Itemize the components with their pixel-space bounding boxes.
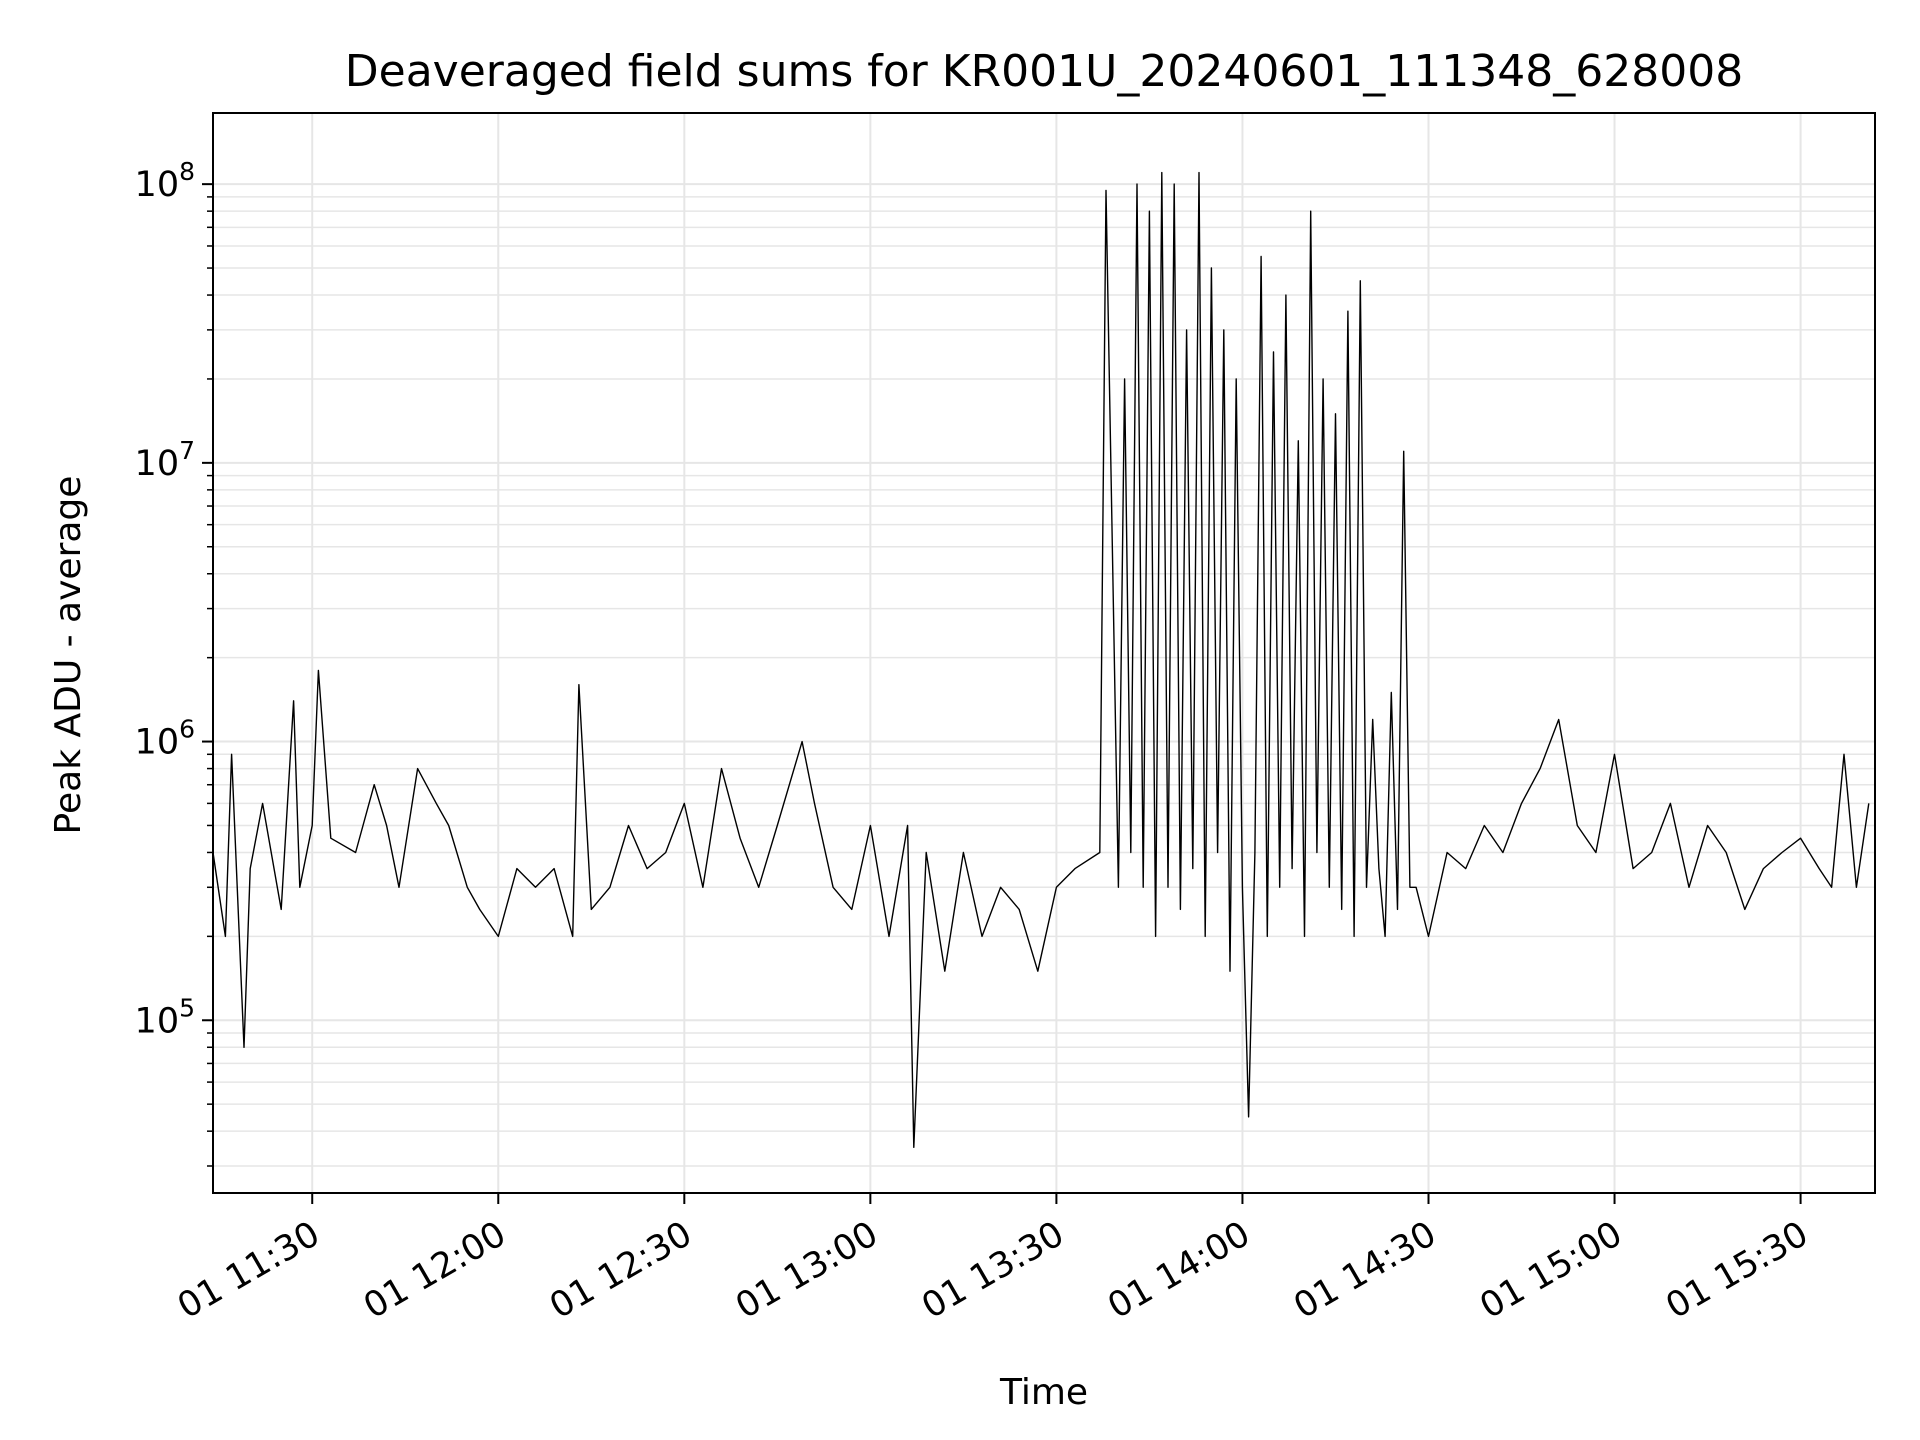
y-tick-exponent: 6: [179, 715, 195, 744]
y-tick-base: 10: [135, 444, 180, 484]
y-tick-label: 105: [135, 993, 195, 1041]
x-axis-label: Time: [999, 1372, 1088, 1413]
y-tick-base: 10: [135, 165, 180, 205]
y-tick-base: 10: [135, 1001, 180, 1041]
y-tick-exponent: 7: [179, 436, 195, 465]
y-tick-label: 106: [135, 715, 195, 763]
y-tick-base: 10: [135, 723, 180, 763]
y-axis-label: Peak ADU - average: [48, 476, 89, 835]
grid: [213, 113, 1875, 1193]
axes-frame: [212, 112, 1876, 1194]
y-tick-exponent: 8: [179, 157, 195, 186]
y-tick-exponent: 5: [179, 993, 195, 1022]
series-line: [212, 171, 1870, 1149]
y-tick-label: 108: [135, 157, 195, 205]
y-tick-label: 107: [135, 436, 195, 484]
plot-area: [212, 171, 1870, 1149]
chart-title: Deaveraged field sums for KR001U_2024060…: [345, 46, 1743, 97]
